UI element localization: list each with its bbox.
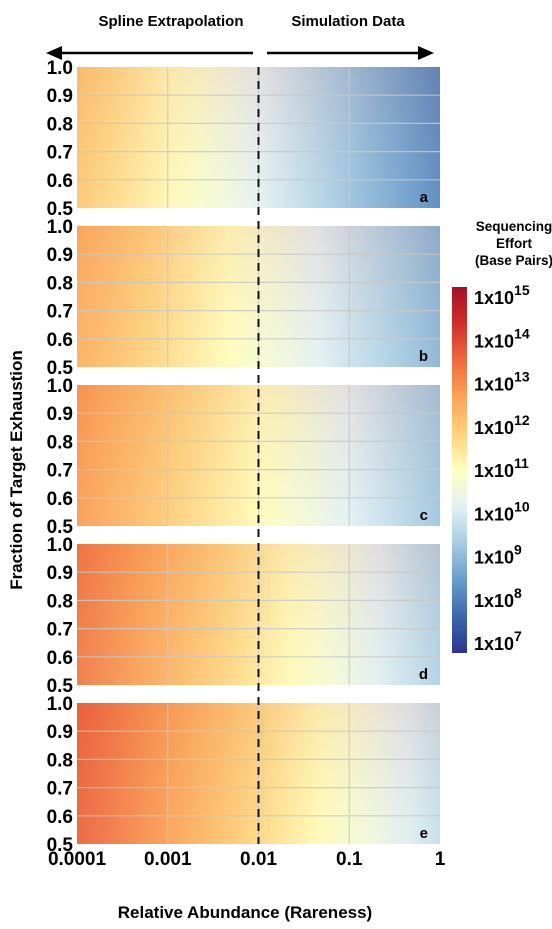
y-tick-label: 0.7 [47, 302, 73, 323]
panel-label-e: e [420, 825, 428, 842]
y-tick-label: 0.9 [47, 404, 73, 425]
y-tick-label: 0.7 [47, 143, 73, 164]
panel-e: 1.0 0.9 0.8 0.7 0.6 0.5 e [47, 694, 440, 856]
y-tick-label: 1.0 [47, 217, 73, 238]
panel-c: 1.0 0.9 0.8 0.7 0.6 0.5 c [47, 376, 440, 538]
panel-label-a: a [420, 189, 429, 206]
x-tick-label: 1 [435, 849, 446, 870]
colorbar-gradient [452, 287, 467, 653]
colorbar-tick-label: 1x1014 [474, 325, 530, 351]
y-tick-label: 0.5 [47, 358, 74, 379]
panel-b: 1.0 0.9 0.8 0.7 0.6 0.5 b [47, 217, 440, 379]
y-tick-label: 0.7 [47, 461, 73, 482]
colorbar-tick-label: 1x108 [474, 585, 522, 611]
panel-d: 1.0 0.9 0.8 0.7 0.6 0.5 d [47, 535, 440, 697]
colorbar-tick-label: 1x1015 [474, 282, 530, 308]
y-tick-label: 0.8 [47, 750, 73, 771]
spline-extrapolation-label: Spline Extrapolation [98, 13, 243, 30]
y-axis-label: Fraction of Target Exhaustion [7, 350, 26, 590]
colorbar-tick-label: 1x1013 [474, 369, 530, 395]
y-tick-label: 0.8 [47, 273, 73, 294]
range-arrow [46, 46, 434, 60]
y-tick-label: 0.7 [47, 779, 73, 800]
colorbar-tick-label: 1x1012 [474, 412, 530, 438]
y-tick-label: 0.7 [47, 620, 73, 641]
y-tick-label: 0.8 [47, 591, 73, 612]
y-tick-label: 0.5 [47, 676, 74, 697]
colorbar-tick-label: 1x1011 [474, 455, 529, 481]
y-tick-label: 0.8 [47, 114, 73, 135]
colorbar-tick-label: 1x109 [474, 542, 522, 568]
y-tick-label: 0.6 [47, 171, 73, 192]
x-tick-label: 0.01 [240, 849, 277, 870]
panel-label-d: d [419, 666, 428, 683]
simulation-data-label: Simulation Data [291, 13, 405, 30]
colorbar-title-2: Effort [496, 236, 532, 251]
colorbar-title-3: (Base Pairs) [475, 253, 552, 268]
y-tick-label: 0.9 [47, 245, 73, 266]
y-tick-label: 0.8 [47, 432, 73, 453]
heatmap-panels: 1.00.90.80.70.60.5a1.00.90.80.70.60.5b1.… [47, 58, 440, 856]
y-tick-label: 0.5 [47, 199, 74, 220]
y-tick-label: 0.9 [47, 563, 73, 584]
y-tick-label: 1.0 [47, 535, 73, 556]
panel-label-b: b [419, 348, 428, 365]
colorbar-tick-label: 1x107 [474, 628, 522, 654]
colorbar-title-1: Sequencing [476, 219, 552, 234]
y-tick-label: 1.0 [47, 694, 73, 715]
y-tick-label: 0.6 [47, 489, 73, 510]
y-tick-label: 0.6 [47, 807, 73, 828]
y-tick-label: 0.5 [47, 835, 74, 856]
y-tick-label: 0.5 [47, 517, 74, 538]
y-tick-label: 0.9 [47, 86, 73, 107]
y-tick-label: 0.6 [47, 330, 73, 351]
x-axis-ticks: 0.0001 0.001 0.01 0.1 1 [48, 849, 446, 870]
y-tick-label: 1.0 [47, 58, 73, 79]
colorbar-ticks: 1x1015 1x1014 1x1013 1x1012 1x1011 1x1010 1x10… [474, 282, 530, 654]
x-axis-label: Relative Abundance (Rareness) [118, 903, 372, 922]
y-tick-label: 1.0 [47, 376, 73, 397]
panel-a: 1.0 0.9 0.8 0.7 0.6 0.5 a [47, 58, 440, 220]
panel-label-c: c [420, 507, 428, 524]
colorbar-tick-label: 1x1010 [474, 498, 530, 524]
x-tick-label: 0.0001 [48, 849, 107, 870]
y-tick-label: 0.9 [47, 722, 73, 743]
x-tick-label: 0.001 [144, 849, 192, 870]
colorbar: Sequencing Effort (Base Pairs) 1x10151x1… [452, 219, 552, 654]
y-tick-label: 0.6 [47, 648, 73, 669]
x-tick-label: 0.1 [336, 849, 363, 870]
